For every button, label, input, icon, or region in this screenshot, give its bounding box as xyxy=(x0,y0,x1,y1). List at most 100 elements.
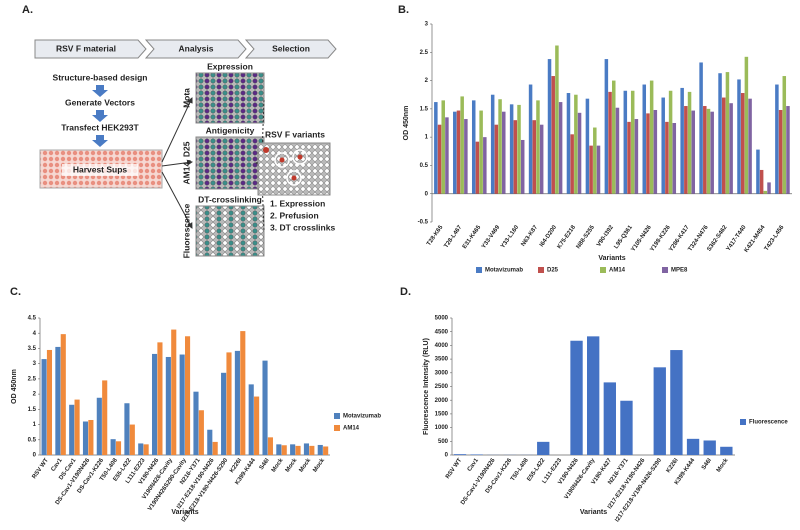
y-tick-label: 4500 xyxy=(435,329,449,335)
bar xyxy=(129,424,135,455)
bar xyxy=(539,124,544,194)
x-tick-label: L95-Q361 xyxy=(613,224,634,250)
bar xyxy=(740,93,745,194)
bar xyxy=(212,441,218,455)
legend-label: AM14 xyxy=(609,268,626,274)
x-tick-label: T28-K65 xyxy=(426,224,445,247)
bar xyxy=(69,404,75,455)
legend-swatch xyxy=(334,425,340,431)
legend-swatch xyxy=(662,267,668,273)
chart: -0.5 0 0.5 1 1.5 2 2.5 3 T28-K65 T28-L467E31-K465… xyxy=(403,22,792,274)
hit-circle xyxy=(292,149,308,165)
bar xyxy=(96,397,102,455)
panel-label: A. xyxy=(22,4,33,16)
legend-swatch xyxy=(740,419,746,425)
legend-label: D25 xyxy=(547,268,559,274)
y-tick-label: 2.5 xyxy=(28,376,37,382)
bar xyxy=(143,444,149,455)
bar xyxy=(207,429,213,455)
bar xyxy=(60,334,66,455)
bar xyxy=(309,445,315,455)
arrow xyxy=(161,97,193,163)
bar xyxy=(729,103,733,194)
y-tick-label: 2 xyxy=(33,392,37,398)
hit-circle xyxy=(286,170,302,186)
bar xyxy=(464,119,468,194)
hit-well xyxy=(291,175,297,181)
assay-title: Antigenicity xyxy=(206,125,255,135)
bar xyxy=(668,90,673,194)
step-text: Harvest Sups xyxy=(73,164,128,174)
bar xyxy=(782,76,787,194)
down-arrow xyxy=(92,85,108,97)
bar xyxy=(608,91,612,194)
bar xyxy=(577,112,582,194)
y-tick-label: 4000 xyxy=(435,343,449,349)
bar xyxy=(74,399,80,455)
bar xyxy=(684,106,688,194)
bar xyxy=(281,445,287,455)
header-text: Analysis xyxy=(179,43,214,53)
x-tick-label: Mock xyxy=(716,457,730,474)
bar xyxy=(763,190,768,194)
x-tick-label: Y33-V469 xyxy=(481,224,502,250)
plate xyxy=(257,142,331,196)
bar xyxy=(725,72,730,194)
x-tick-label: Mock xyxy=(271,457,285,474)
assay-side: Fluorescence xyxy=(181,203,191,258)
bar xyxy=(520,139,525,194)
criterion: 2. Prefusion xyxy=(270,210,319,220)
y-tick-label: 1000 xyxy=(435,425,449,431)
x-tick-label: RSV WT xyxy=(445,457,463,480)
bar xyxy=(536,100,540,194)
bar xyxy=(490,94,495,194)
y-tick-label: 3.5 xyxy=(28,346,37,352)
bar xyxy=(262,360,268,455)
x-tick-label: T423-L456 xyxy=(764,224,786,252)
y-tick-label: 3 xyxy=(425,22,429,28)
bar xyxy=(437,124,442,194)
header-text: RSV F material xyxy=(56,43,116,53)
x-tick-label: K226I xyxy=(666,457,680,474)
y-tick-label: 3000 xyxy=(435,370,449,376)
legend: Motavizumab AM14 xyxy=(334,413,381,432)
bar xyxy=(471,100,476,194)
y-tick-label: 2500 xyxy=(435,384,449,390)
bar xyxy=(653,109,658,194)
criterion: 1. Expression xyxy=(270,198,325,208)
bar xyxy=(82,421,89,455)
panel-label: D. xyxy=(400,286,411,298)
down-arrow xyxy=(92,135,108,147)
legend-label: Motavizumab xyxy=(485,268,523,274)
workflow-diagram: RSV F material Analysis Selection Struct… xyxy=(34,39,337,258)
x-axis-title: Variants xyxy=(598,255,625,262)
y-tick-label: 2000 xyxy=(435,398,449,404)
bar xyxy=(498,99,502,194)
y-tick-label: 5000 xyxy=(435,316,449,322)
bar xyxy=(41,359,47,455)
x-tick-label: Mock xyxy=(285,457,299,474)
bar xyxy=(748,98,752,194)
plate xyxy=(195,72,265,124)
hit-well xyxy=(263,147,269,153)
bar xyxy=(703,106,707,194)
bar xyxy=(441,100,445,194)
plate xyxy=(195,205,265,257)
bar xyxy=(509,104,514,194)
bar xyxy=(710,111,714,194)
bar xyxy=(254,396,260,455)
bar xyxy=(665,121,669,194)
bar xyxy=(686,438,700,455)
bar xyxy=(317,444,323,455)
bar xyxy=(612,80,616,194)
x-tick-label: Y33-L160 xyxy=(500,224,520,250)
x-tick-label: RSV WT xyxy=(32,457,50,480)
y-tick-label: 0 xyxy=(445,453,449,459)
bar xyxy=(558,102,563,194)
bar xyxy=(513,120,518,194)
y-tick-label: 2 xyxy=(425,78,429,84)
bar xyxy=(502,111,506,194)
x-tick-label: I64-D200 xyxy=(539,224,558,248)
bar xyxy=(226,352,232,455)
